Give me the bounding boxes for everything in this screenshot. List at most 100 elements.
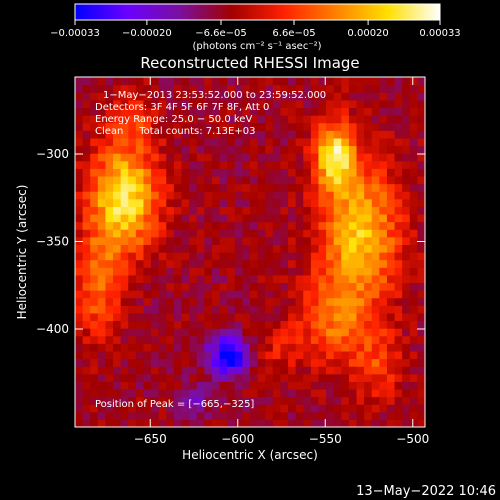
heatmap-cell bbox=[409, 396, 418, 405]
colorbar-tick-label: −0.00033 bbox=[50, 28, 100, 39]
heatmap-cell bbox=[120, 267, 129, 276]
heatmap-cell bbox=[113, 122, 122, 131]
heatmap-cell bbox=[211, 312, 221, 322]
heatmap-cell bbox=[386, 221, 396, 230]
heatmap-cell bbox=[265, 153, 274, 162]
heatmap-cell bbox=[75, 92, 84, 101]
heatmap-cell bbox=[97, 153, 107, 162]
heatmap-cell bbox=[257, 328, 266, 337]
heatmap-cell bbox=[409, 335, 418, 344]
heatmap-cell bbox=[364, 297, 373, 306]
heatmap-cell bbox=[90, 328, 99, 337]
heatmap-cell bbox=[257, 84, 266, 93]
heatmap-cell bbox=[318, 168, 327, 177]
heatmap-cell bbox=[227, 77, 236, 86]
heatmap-cell bbox=[265, 168, 274, 177]
heatmap-cell bbox=[326, 328, 335, 337]
heatmap-cell bbox=[265, 267, 274, 276]
heatmap-cell bbox=[356, 312, 365, 322]
heatmap-cell bbox=[204, 259, 213, 268]
heatmap-cell bbox=[402, 77, 411, 86]
heatmap-cell bbox=[356, 358, 365, 367]
heatmap-cell bbox=[75, 229, 84, 238]
heatmap-cell bbox=[75, 99, 84, 109]
heatmap-cell bbox=[326, 244, 335, 253]
heatmap-cell bbox=[257, 396, 266, 405]
heatmap-cell bbox=[166, 213, 175, 223]
heatmap-cell bbox=[417, 411, 425, 420]
heatmap-cell bbox=[333, 153, 342, 162]
heatmap-cell bbox=[348, 153, 358, 162]
heatmap-cell bbox=[402, 411, 411, 420]
heatmap-cell bbox=[173, 122, 183, 131]
heatmap-cell bbox=[341, 259, 350, 268]
heatmap-cell bbox=[219, 168, 228, 177]
heatmap-cell bbox=[234, 244, 243, 253]
heatmap-cell bbox=[173, 130, 183, 139]
heatmap-cell bbox=[379, 236, 388, 245]
x-tick-label: −600 bbox=[221, 432, 254, 446]
heatmap-cell bbox=[90, 274, 99, 284]
heatmap-cell bbox=[417, 122, 425, 131]
heatmap-cell bbox=[386, 122, 396, 131]
heatmap-cell bbox=[143, 153, 152, 162]
heatmap-cell bbox=[250, 244, 259, 253]
heatmap-cell bbox=[204, 419, 213, 427]
heatmap-cell bbox=[135, 115, 145, 124]
heatmap-cell bbox=[166, 267, 175, 276]
heatmap-cell bbox=[90, 373, 99, 382]
heatmap-cell bbox=[257, 404, 266, 413]
heatmap-cell bbox=[234, 419, 243, 427]
heatmap-cell bbox=[75, 267, 84, 276]
heatmap-cell bbox=[250, 259, 259, 268]
heatmap-cell bbox=[341, 115, 350, 124]
heatmap-cell bbox=[356, 213, 365, 223]
heatmap-cell bbox=[82, 153, 91, 162]
heatmap-cell bbox=[265, 183, 274, 192]
heatmap-cell bbox=[234, 335, 243, 344]
heatmap-cell bbox=[181, 99, 190, 109]
heatmap-cell bbox=[204, 305, 213, 314]
heatmap-cell bbox=[181, 267, 190, 276]
heatmap-cell bbox=[151, 153, 160, 162]
heatmap-cell bbox=[128, 99, 137, 109]
heatmap-cell bbox=[242, 145, 251, 154]
heatmap-cell bbox=[394, 130, 403, 139]
heatmap-cell bbox=[158, 206, 167, 215]
heatmap-cell bbox=[173, 252, 183, 261]
heatmap-cell bbox=[356, 350, 365, 360]
heatmap-cell bbox=[97, 282, 107, 291]
heatmap-cell bbox=[348, 122, 358, 131]
heatmap-cell bbox=[135, 290, 145, 299]
heatmap-cell bbox=[113, 92, 122, 101]
heatmap-cell bbox=[409, 168, 418, 177]
heatmap-cell bbox=[379, 373, 388, 382]
heatmap-cell bbox=[310, 305, 320, 314]
heatmap-cell bbox=[364, 274, 373, 284]
heatmap-cell bbox=[409, 122, 418, 131]
heatmap-cell bbox=[128, 130, 137, 139]
heatmap-cell bbox=[379, 290, 388, 299]
heatmap-cell bbox=[135, 404, 145, 413]
heatmap-cell bbox=[341, 122, 350, 131]
heatmap-cell bbox=[211, 274, 221, 284]
heatmap-cell bbox=[265, 84, 274, 93]
heatmap-cell bbox=[181, 328, 190, 337]
heatmap-cell bbox=[166, 160, 175, 169]
heatmap-cell bbox=[189, 115, 198, 124]
heatmap-cell bbox=[265, 388, 274, 398]
heatmap-cell bbox=[82, 236, 91, 245]
heatmap-cell bbox=[295, 244, 304, 253]
heatmap-cell bbox=[379, 191, 388, 200]
heatmap-cell bbox=[318, 252, 327, 261]
heatmap-cell bbox=[158, 122, 167, 131]
heatmap-cell bbox=[135, 213, 145, 223]
heatmap-cell bbox=[242, 244, 251, 253]
heatmap-cell bbox=[211, 290, 221, 299]
heatmap-cell bbox=[348, 206, 358, 215]
heatmap-cell bbox=[379, 107, 388, 116]
heatmap-cell bbox=[417, 84, 425, 93]
heatmap-cell bbox=[97, 358, 107, 367]
heatmap-cell bbox=[288, 350, 297, 360]
heatmap-cell bbox=[128, 145, 137, 154]
